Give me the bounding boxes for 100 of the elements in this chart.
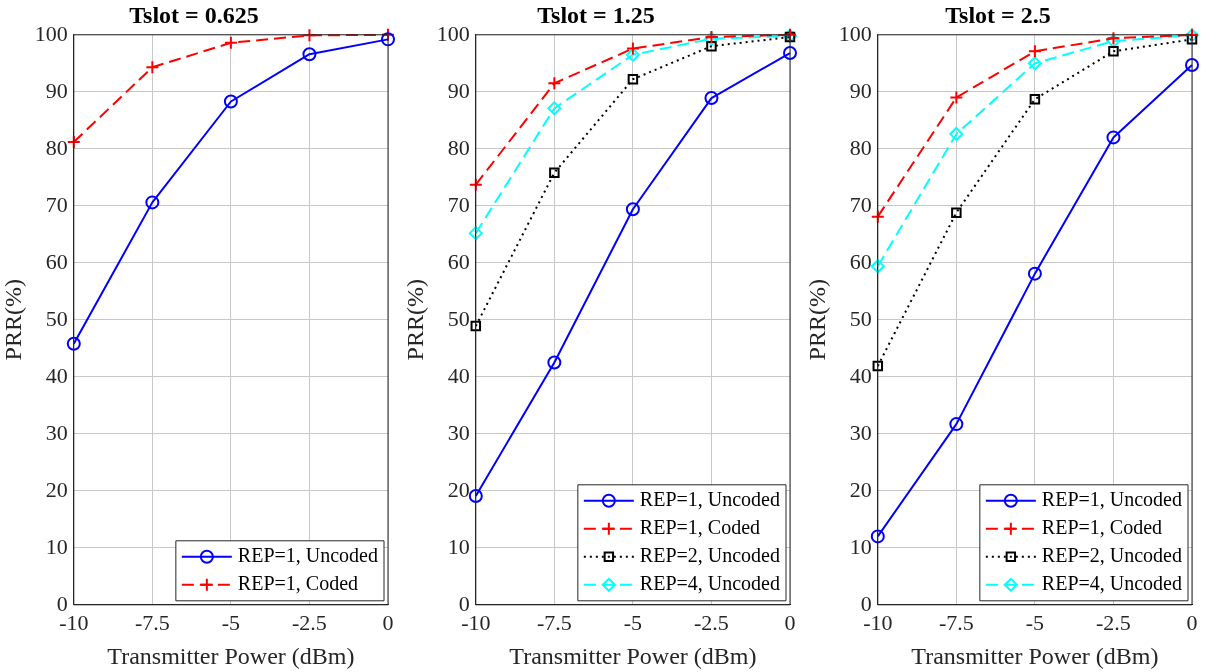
x-tick-label: -2.5 — [694, 609, 729, 635]
chart-title: Tslot = 0.625 — [129, 1, 259, 28]
point — [949, 417, 964, 432]
legend-label: REP=1, Uncoded — [237, 544, 378, 567]
point — [949, 90, 964, 105]
x-tick-label: -7.5 — [134, 609, 170, 635]
point — [1186, 34, 1198, 45]
point — [625, 202, 640, 217]
x-tick-label: -7.5 — [938, 609, 974, 635]
point — [1185, 58, 1199, 73]
x-tick-label: -5 — [1025, 609, 1045, 635]
y-tick-label: 100 — [34, 20, 68, 46]
point — [468, 177, 483, 192]
legend-label: REP=4, Uncoded — [1041, 572, 1182, 595]
point — [1029, 93, 1041, 105]
point — [706, 40, 717, 52]
point — [302, 47, 317, 62]
y-tick-label: 80 — [45, 134, 68, 160]
y-tick-label: 60 — [849, 248, 872, 274]
point — [302, 28, 317, 43]
legend-label: REP=1, Uncoded — [639, 488, 780, 511]
y-tick-label: 60 — [447, 248, 470, 274]
y-tick-label: 50 — [447, 305, 470, 331]
y-tick-label: 30 — [447, 419, 470, 445]
point — [1027, 56, 1042, 71]
point — [783, 46, 797, 61]
y-tick-label: 90 — [849, 77, 872, 103]
y-tick-label: 30 — [849, 419, 872, 445]
x-tick-label: 0 — [1186, 609, 1198, 635]
chart-title: Tslot = 2.5 — [945, 1, 1051, 28]
point — [145, 195, 160, 210]
legend-label: REP=1, Coded — [639, 516, 761, 539]
x-tick-label: -2.5 — [292, 609, 327, 635]
y-tick-label: 0 — [458, 590, 470, 616]
chart-title: Tslot = 1.25 — [537, 1, 655, 28]
point — [1027, 44, 1042, 59]
x-tick-label: -5 — [221, 609, 241, 635]
point — [870, 209, 885, 224]
y-axis-title: PRR(%) — [0, 279, 26, 361]
x-tick-label: -7.5 — [536, 609, 572, 635]
y-tick-label: 70 — [849, 191, 872, 217]
point — [468, 488, 483, 503]
point — [625, 41, 640, 56]
point — [951, 207, 962, 218]
point — [468, 226, 483, 241]
y-axis-title: PRR(%) — [803, 279, 830, 361]
y-tick-label: 70 — [45, 191, 68, 217]
x-tick-label: -2.5 — [1096, 609, 1131, 635]
point — [949, 126, 964, 141]
x-tick-label: 0 — [784, 609, 796, 635]
y-tick-label: 50 — [45, 305, 68, 331]
point — [1027, 266, 1042, 281]
y-tick-label: 40 — [849, 362, 872, 388]
legend-label: REP=1, Uncoded — [1041, 488, 1182, 511]
point — [145, 60, 160, 75]
y-tick-label: 0 — [56, 590, 68, 616]
point — [66, 336, 81, 351]
x-tick-label: 0 — [382, 609, 394, 635]
point — [223, 35, 238, 50]
y-tick-label: 0 — [860, 590, 872, 616]
point — [547, 355, 562, 370]
y-tick-label: 90 — [447, 77, 470, 103]
point — [870, 529, 885, 544]
x-axis-title: Transmitter Power (dBm) — [911, 642, 1159, 669]
y-tick-label: 90 — [45, 77, 68, 103]
y-tick-label: 100 — [436, 20, 470, 46]
point — [1108, 46, 1119, 57]
y-tick-label: 40 — [45, 362, 68, 388]
point — [870, 259, 885, 274]
y-tick-label: 50 — [849, 305, 872, 331]
y-tick-label: 40 — [447, 362, 470, 388]
y-tick-label: 10 — [849, 533, 872, 559]
point — [625, 47, 640, 62]
x-axis-title: Transmitter Power (dBm) — [509, 642, 757, 669]
y-tick-label: 80 — [447, 134, 470, 160]
point — [470, 320, 482, 332]
point — [627, 74, 639, 85]
y-tick-label: 10 — [447, 533, 470, 559]
point — [381, 32, 395, 47]
y-tick-label: 60 — [45, 248, 68, 274]
y-tick-label: 100 — [838, 20, 872, 46]
y-tick-label: 70 — [447, 191, 470, 217]
legend-label: REP=1, Coded — [1041, 516, 1163, 539]
point — [223, 94, 238, 109]
y-tick-label: 20 — [447, 476, 470, 502]
y-axis-title: PRR(%) — [401, 279, 428, 361]
point — [547, 76, 562, 91]
x-tick-label: -5 — [623, 609, 643, 635]
y-tick-label: 20 — [45, 476, 68, 502]
legend-label: REP=4, Uncoded — [639, 572, 780, 595]
point — [547, 101, 562, 116]
y-tick-label: 20 — [849, 476, 872, 502]
y-tick-label: 80 — [849, 134, 872, 160]
y-tick-label: 30 — [45, 419, 68, 445]
point — [704, 91, 719, 106]
point — [1106, 130, 1121, 145]
legend-label: REP=1, Coded — [237, 572, 359, 595]
x-axis-title: Transmitter Power (dBm) — [107, 642, 355, 669]
legend-label: REP=2, Uncoded — [1041, 544, 1182, 567]
point — [549, 167, 560, 178]
